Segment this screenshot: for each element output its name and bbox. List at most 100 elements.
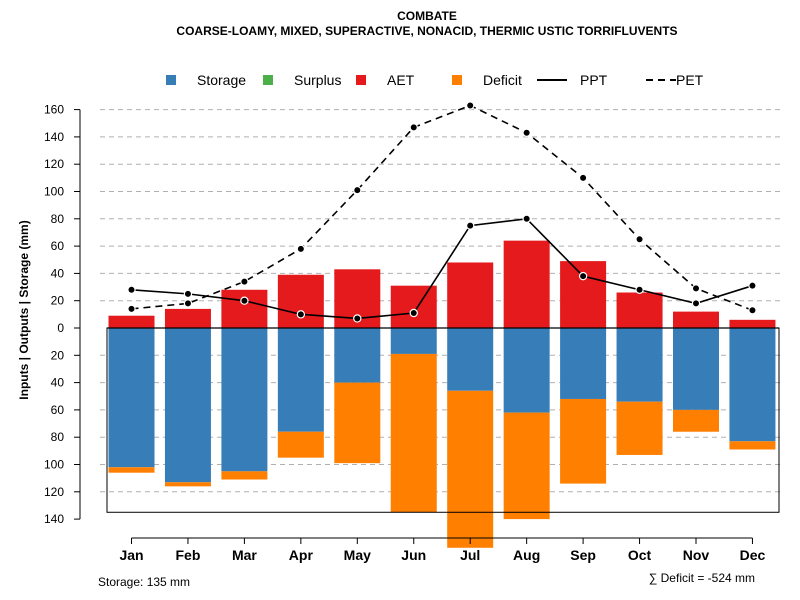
y-tick-label: 40 <box>51 266 65 280</box>
storage-bar-feb <box>164 328 211 483</box>
ppt-point-aug <box>522 214 531 223</box>
legend-storage-label: Storage <box>197 72 246 88</box>
deficit-bar-jul <box>447 390 494 548</box>
deficit-bar-mar <box>221 471 268 480</box>
aet-bar-feb <box>164 308 211 328</box>
ppt-point-jun <box>409 308 418 318</box>
y-tick-label: 140 <box>44 512 64 526</box>
y-axis: 0 20 40 60 80 100 120 140 160 20 40 60 80 100 120 140 <box>44 103 81 526</box>
storage-bar-aug <box>503 328 550 413</box>
chart-title: COMBATE <box>397 9 457 23</box>
pet-point-aug <box>522 128 531 138</box>
x-tick-label-apr: Apr <box>289 547 314 563</box>
pet-point-apr <box>296 244 306 254</box>
x-tick-label-jun: Jun <box>401 547 426 563</box>
deficit-bar-apr <box>277 431 324 458</box>
x-tick-label-oct: Oct <box>628 547 652 563</box>
y-tick-label: 40 <box>51 376 65 390</box>
legend-aet-swatch <box>356 75 366 85</box>
ppt-point-jan <box>127 285 136 294</box>
storage-bar-jun <box>390 328 437 354</box>
grid-lines <box>100 109 782 493</box>
y-tick-label: 60 <box>51 403 65 417</box>
legend-storage-swatch <box>166 75 176 85</box>
legend-ppt-label: PPT <box>580 72 608 88</box>
ppt-point-dec <box>748 281 757 290</box>
aet-bar-sep <box>560 261 607 328</box>
pet-point-dec <box>748 306 757 315</box>
legend-surplus-swatch <box>263 75 273 85</box>
deficit-bar-aug <box>503 412 550 520</box>
storage-bar-oct <box>616 328 663 402</box>
ppt-point-oct <box>635 285 644 294</box>
y-tick-label: 100 <box>44 458 64 472</box>
storage-bar-dec <box>729 328 776 442</box>
y-tick-label: 160 <box>44 103 64 117</box>
y-tick-label: 120 <box>44 485 64 499</box>
pet-point-oct <box>635 235 644 244</box>
storage-bar-apr <box>277 328 324 432</box>
pet-point-may <box>353 185 362 195</box>
aet-bar-mar <box>221 289 268 328</box>
y-axis-label: Inputs | Outputs | Storage (mm) <box>17 220 31 399</box>
ppt-point-sep <box>578 271 588 281</box>
storage-frame <box>106 327 780 513</box>
legend-surplus-label: Surplus <box>294 72 341 88</box>
y-tick-label: 60 <box>51 239 65 253</box>
pet-point-nov <box>691 284 701 293</box>
y-tick-label: 80 <box>51 212 65 226</box>
deficit-bar-jun <box>390 353 437 513</box>
aet-bar-nov <box>673 311 719 328</box>
aet-bar-aug <box>503 240 550 328</box>
storage-bar-may <box>334 328 381 383</box>
x-tick-label-feb: Feb <box>176 547 201 563</box>
storage-bar-sep <box>560 328 607 399</box>
aet-bar-jun <box>390 285 437 328</box>
deficit-bar-sep <box>560 398 607 484</box>
ppt-point-apr <box>296 310 306 319</box>
pet-point-jul <box>466 101 475 110</box>
y-tick-label: 140 <box>44 130 64 144</box>
legend-deficit-swatch <box>452 75 462 85</box>
ppt-line <box>131 217 753 320</box>
ppt-point-jul <box>466 221 475 230</box>
x-tick-label-nov: Nov <box>683 547 710 563</box>
y-tick-label: 20 <box>51 348 65 362</box>
pet-point-jan <box>127 304 136 314</box>
x-tick-label-mar: Mar <box>232 547 257 563</box>
pet-point-sep <box>578 173 588 183</box>
deficit-bar-dec <box>729 441 776 450</box>
y-tick-label: 80 <box>51 430 65 444</box>
pet-point-feb <box>183 299 193 308</box>
aet-bar-oct <box>616 292 663 328</box>
x-tick-label-may: May <box>344 547 371 563</box>
x-axis: Jan Feb Mar Apr May Jun Jul Aug Sep Oct Nov Dec <box>119 537 766 563</box>
chart-subtitle: COARSE-LOAMY, MIXED, SUPERACTIVE, NONACI… <box>176 24 677 38</box>
aet-bar-jan <box>108 315 155 328</box>
storage-bar-mar <box>221 328 268 472</box>
aet-bar-dec <box>729 319 776 328</box>
aet-bar-jul <box>447 262 494 328</box>
ppt-point-may <box>353 314 362 323</box>
ppt-point-mar <box>240 296 249 305</box>
deficit-bar-may <box>334 382 381 464</box>
x-tick-label-jan: Jan <box>119 547 143 563</box>
legend-deficit-label: Deficit <box>483 72 522 88</box>
deficit-bar-jan <box>108 467 155 473</box>
ppt-point-nov <box>691 299 701 308</box>
pet-point-mar <box>240 277 249 286</box>
x-tick-label-aug: Aug <box>513 547 540 563</box>
y-tick-label: 120 <box>44 157 64 171</box>
bar-marks <box>108 240 776 548</box>
storage-label: Storage: 135 mm <box>98 575 190 589</box>
y-tick-label: 100 <box>44 185 64 199</box>
pet-point-jun <box>409 123 418 132</box>
legend-aet-label: AET <box>387 72 415 88</box>
ppt-point-feb <box>183 289 193 299</box>
legend-pet-label: PET <box>676 72 704 88</box>
storage-bar-jan <box>108 328 155 468</box>
y-tick-label: 20 <box>51 294 65 308</box>
storage-bar-jul <box>447 328 494 391</box>
deficit-bar-oct <box>616 401 663 455</box>
